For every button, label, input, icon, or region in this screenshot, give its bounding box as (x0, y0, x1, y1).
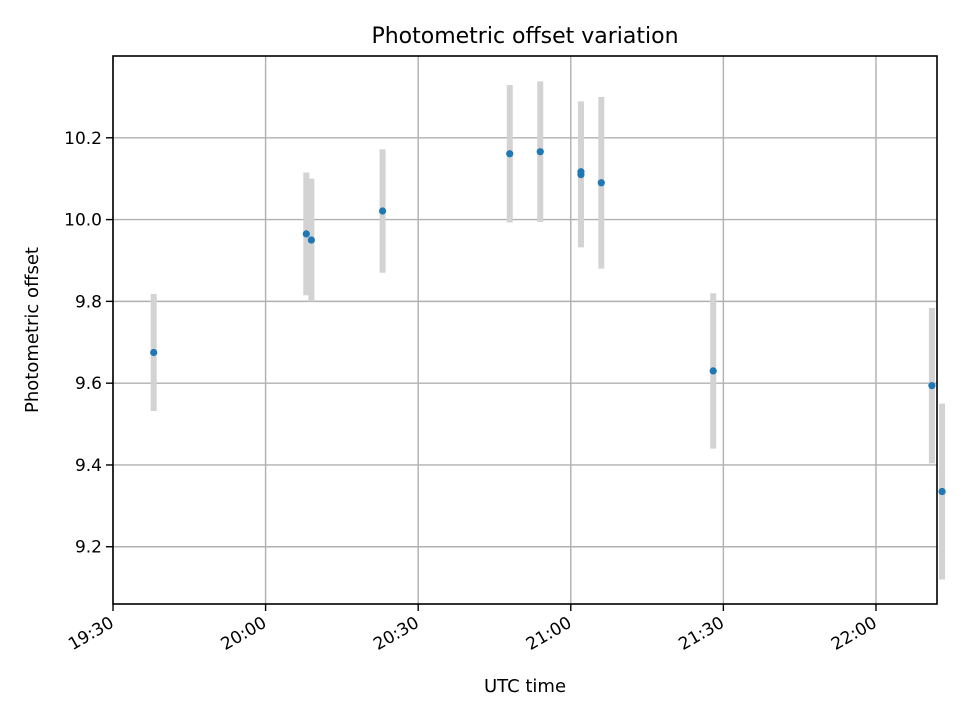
data-point (302, 230, 310, 238)
x-tick-label: 21:00 (523, 613, 575, 655)
y-tick-label: 9.6 (75, 374, 102, 394)
x-tick-label: 22:00 (828, 613, 880, 655)
y-tick-label: 9.4 (75, 456, 102, 476)
data-point (536, 148, 544, 156)
errorbar-layer (150, 81, 946, 580)
data-point (307, 236, 315, 244)
data-point (597, 179, 605, 187)
x-axis-label: UTC time (484, 676, 566, 697)
data-point (938, 487, 946, 496)
y-tick-label: 10.2 (64, 129, 102, 149)
plot-frame (112, 55, 938, 605)
point-layer (150, 148, 946, 496)
data-point (928, 382, 936, 390)
data-point (709, 367, 717, 375)
data-point (506, 150, 514, 158)
x-tick-label: 20:00 (218, 613, 270, 655)
data-point (378, 207, 387, 215)
x-ticks: 19:30 20:00 20:30 21:00 21:30 22:00 (65, 604, 880, 655)
y-tick-label: 9.2 (75, 538, 102, 558)
x-tick-label: 21:30 (675, 613, 727, 655)
y-tick-label: 10.0 (64, 211, 102, 231)
y-ticks: 9.2 9.4 9.6 9.8 10.0 10.2 (64, 129, 113, 558)
y-axis-label: Photometric offset (22, 247, 43, 413)
x-tick-label: 20:30 (370, 613, 422, 655)
y-tick-label: 9.8 (75, 292, 102, 312)
data-point (577, 168, 585, 176)
grid-layer (112, 56, 937, 604)
chart-title: Photometric offset variation (371, 24, 678, 49)
data-point (150, 348, 158, 357)
x-tick-label: 19:30 (65, 613, 117, 655)
